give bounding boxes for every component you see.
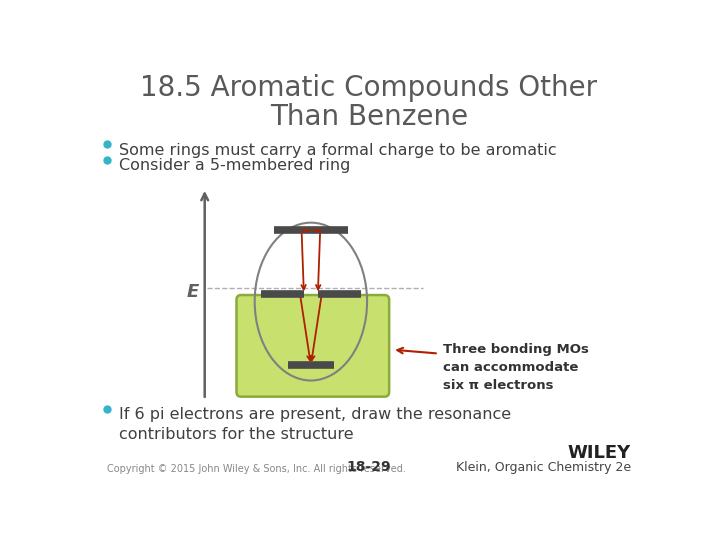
FancyBboxPatch shape xyxy=(236,295,389,397)
Text: Three bonding MOs
can accommodate
six π electrons: Three bonding MOs can accommodate six π … xyxy=(443,343,588,392)
Text: Consider a 5-membered ring: Consider a 5-membered ring xyxy=(120,158,351,173)
Text: If 6 pi electrons are present, draw the resonance
contributors for the structure: If 6 pi electrons are present, draw the … xyxy=(120,408,512,442)
Text: 18.5 Aromatic Compounds Other: 18.5 Aromatic Compounds Other xyxy=(140,74,598,102)
Text: Than Benzene: Than Benzene xyxy=(270,103,468,131)
Text: Some rings must carry a formal charge to be aromatic: Some rings must carry a formal charge to… xyxy=(120,143,557,158)
Text: Klein, Organic Chemistry 2e: Klein, Organic Chemistry 2e xyxy=(456,462,631,475)
Text: 18-29: 18-29 xyxy=(347,461,391,475)
Text: WILEY: WILEY xyxy=(567,444,631,462)
Text: E: E xyxy=(186,283,199,301)
Text: Copyright © 2015 John Wiley & Sons, Inc. All rights reserved.: Copyright © 2015 John Wiley & Sons, Inc.… xyxy=(107,464,406,475)
